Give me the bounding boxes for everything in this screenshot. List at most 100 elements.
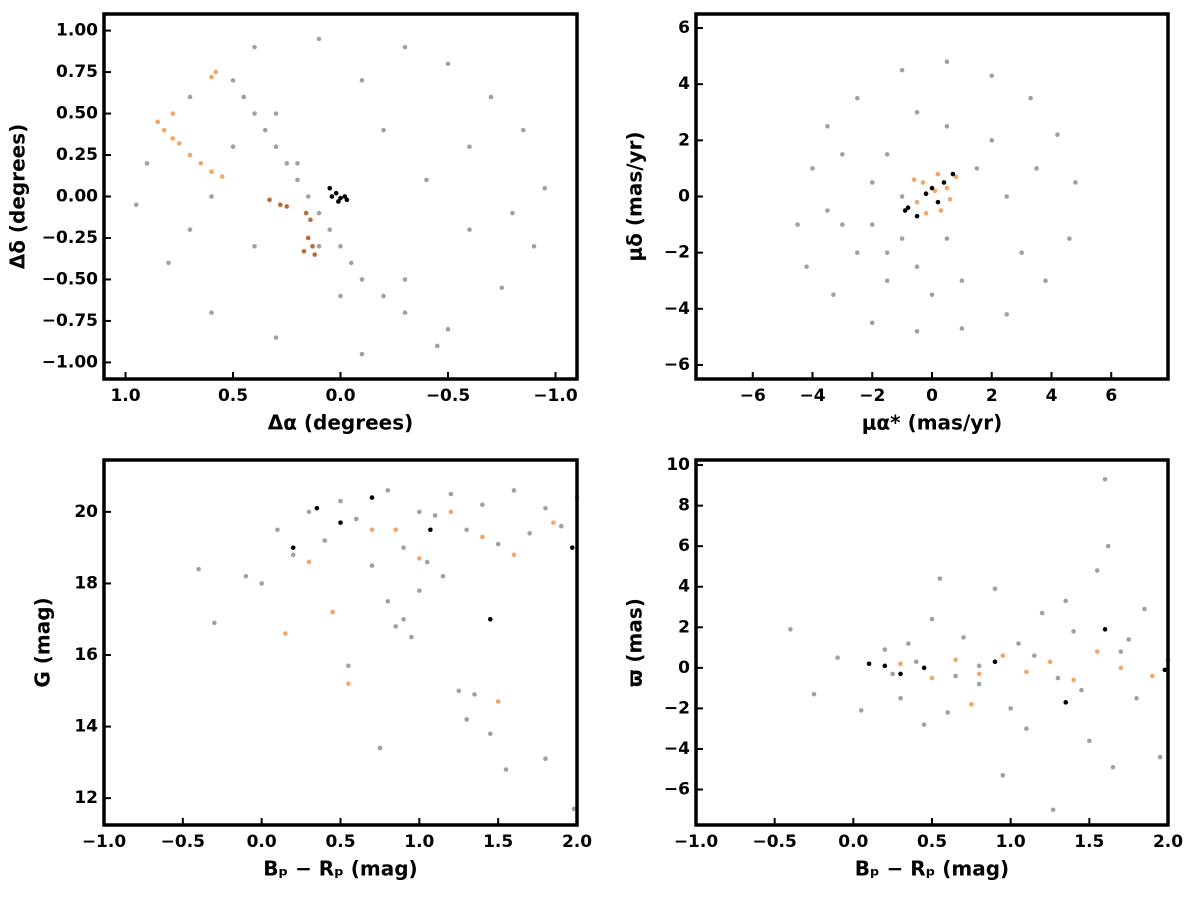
y-tick-label: 16	[74, 645, 98, 665]
data-point	[858, 708, 864, 713]
y-tick-label: 10	[666, 455, 690, 475]
data-point	[480, 534, 485, 540]
data-point	[417, 556, 422, 561]
data-point	[1063, 598, 1069, 604]
data-point	[543, 506, 548, 511]
data-point	[338, 520, 343, 525]
data-point	[377, 745, 383, 751]
x-tick-label: 2.0	[562, 832, 592, 852]
data-point	[209, 74, 214, 80]
data-point	[551, 520, 556, 525]
data-point	[338, 293, 343, 299]
data-point	[464, 527, 469, 533]
data-point	[953, 174, 959, 180]
x-tick-label: 1.5	[483, 832, 513, 852]
data-point	[825, 208, 830, 213]
data-point	[914, 264, 920, 269]
x-tick-label: 0.0	[325, 386, 355, 406]
data-point	[825, 124, 830, 129]
x-tick-label: 0	[926, 386, 938, 406]
data-point	[305, 194, 311, 199]
data-point	[923, 191, 929, 196]
y-tick-label: 6	[678, 536, 690, 556]
data-point	[950, 171, 956, 177]
data-point	[989, 73, 995, 79]
data-point	[929, 185, 935, 191]
data-point	[472, 692, 477, 697]
data-point	[1110, 764, 1116, 770]
data-point	[945, 710, 951, 715]
data-point	[295, 161, 300, 166]
data-point	[434, 343, 440, 349]
data-point	[409, 634, 414, 640]
data-point	[322, 538, 328, 543]
data-point	[176, 141, 182, 146]
data-point	[196, 566, 201, 572]
data-point	[804, 264, 809, 269]
y-tick-label: 2	[678, 130, 690, 150]
data-point	[161, 127, 167, 133]
data-point	[187, 94, 193, 100]
data-point	[1087, 738, 1092, 744]
data-point	[1028, 95, 1033, 101]
data-point	[510, 210, 515, 216]
data-point	[243, 573, 249, 579]
x-tick-label: −0.5	[752, 832, 796, 852]
y-tick-label: −2	[664, 698, 690, 718]
y-tick-label: 14	[74, 717, 98, 737]
data-point	[241, 94, 247, 100]
data-point	[467, 144, 472, 150]
data-point	[866, 661, 872, 667]
data-point	[417, 509, 422, 515]
data-point	[840, 152, 845, 157]
data-point	[359, 277, 365, 282]
data-point	[1000, 773, 1006, 778]
x-tick-label: 1.0	[404, 832, 434, 852]
data-point	[432, 513, 438, 518]
data-point	[306, 509, 312, 515]
data-point	[338, 243, 343, 249]
y-tick-label: −2	[664, 243, 690, 263]
x-tick-label: −6	[740, 386, 766, 406]
data-point	[902, 208, 908, 213]
data-point	[359, 78, 365, 83]
data-point	[1071, 677, 1076, 683]
data-point	[187, 227, 193, 232]
data-point	[381, 127, 386, 133]
data-point	[327, 227, 333, 232]
data-point	[219, 174, 225, 179]
data-point	[369, 527, 375, 533]
data-point	[209, 169, 214, 174]
data-point	[290, 545, 296, 550]
data-point	[402, 277, 408, 282]
data-point	[503, 767, 509, 772]
data-point	[944, 185, 950, 191]
data-point	[464, 717, 469, 722]
data-point	[855, 95, 860, 101]
data-point	[1134, 695, 1139, 701]
y-tick-label: −4	[664, 299, 690, 319]
data-point	[914, 328, 920, 334]
data-point	[914, 199, 920, 205]
data-point	[401, 616, 406, 622]
data-point	[252, 243, 257, 249]
data-point	[1094, 649, 1100, 654]
data-point	[346, 663, 351, 669]
x-tick-label: −1.0	[533, 386, 578, 406]
data-point	[905, 205, 911, 211]
data-point	[914, 109, 920, 115]
data-point	[937, 576, 943, 581]
data-point	[511, 488, 517, 493]
y-axis-label: Δδ (degrees)	[6, 124, 30, 270]
data-point	[1024, 726, 1029, 731]
data-point	[480, 502, 485, 508]
data-point	[869, 180, 875, 185]
data-point	[290, 552, 296, 558]
data-point	[448, 491, 454, 497]
data-point	[974, 166, 980, 171]
data-point	[338, 195, 343, 201]
data-point	[346, 681, 351, 686]
data-point	[295, 177, 300, 183]
data-point	[890, 671, 895, 677]
y-tick-label: −4	[664, 739, 690, 759]
